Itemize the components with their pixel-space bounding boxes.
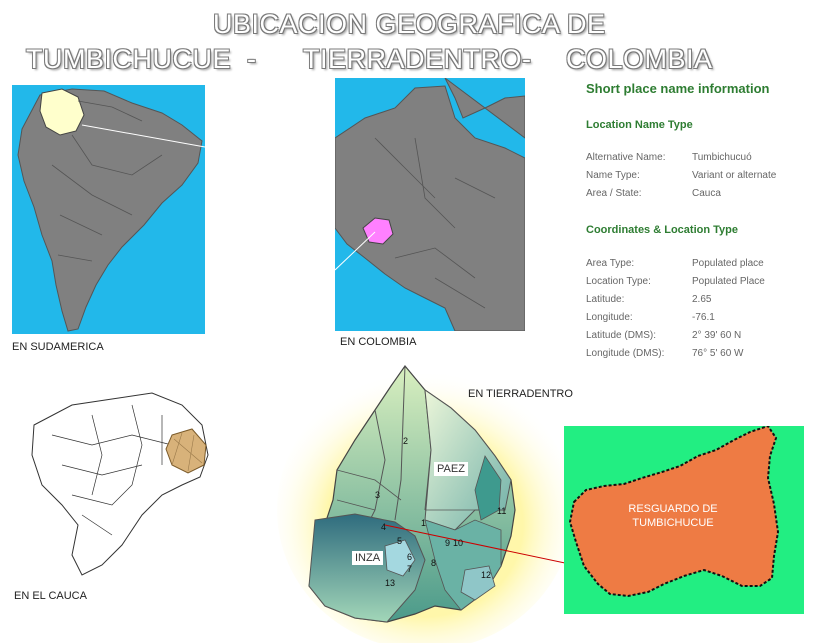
info-value: Variant or alternate — [692, 170, 777, 181]
resguardo-label-line2: TUMBICHUCUE — [632, 517, 714, 529]
title-tierradentro: TIERRADENTRO — [303, 44, 523, 74]
info-value: Tumbichucuó — [692, 152, 752, 163]
info-row-alt-name: Alternative Name: Tumbichucuó — [586, 152, 752, 163]
resguardo-label-line1: RESGUARDO DE — [628, 503, 718, 515]
zone-number: 2 — [403, 436, 408, 446]
cauca-map — [12, 385, 222, 585]
info-value: 76° 5' 60 W — [692, 348, 744, 359]
zone-number: 7 — [407, 564, 412, 574]
info-row-area-state: Area / State: Cauca — [586, 188, 721, 199]
inza-zone — [308, 513, 426, 623]
pointer-line — [384, 524, 565, 564]
info-key: Name Type: — [586, 170, 640, 181]
info-section-name-type: Location Name Type — [586, 119, 693, 131]
info-value: Populated place — [692, 258, 764, 269]
zone-number: 3 — [375, 490, 380, 500]
zone-number: 6 — [407, 552, 412, 562]
colombia-highlight — [39, 88, 85, 136]
paez-label: PAEZ — [434, 462, 468, 476]
caption-cauca: EN EL CAUCA — [14, 590, 87, 602]
info-row-latitude: Latitude: 2.65 — [586, 294, 711, 305]
info-row-area-type: Area Type: Populated place — [586, 258, 764, 269]
title-colombia: COLOMBIA — [566, 44, 713, 74]
resguardo-map — [564, 426, 804, 614]
info-key: Latitude (DMS): — [586, 330, 657, 341]
info-key: Area / State: — [586, 188, 642, 199]
info-key: Longitude: — [586, 312, 633, 323]
zone-number: 10 — [453, 538, 463, 548]
info-row-location-type: Location Type: Populated Place — [586, 276, 765, 287]
inza-label: INZA — [352, 551, 384, 565]
info-key: Area Type: — [586, 258, 635, 269]
caption-tierradentro: EN TIERRADENTRO — [468, 388, 573, 400]
info-header: Short place name information — [586, 81, 770, 96]
info-value: Populated Place — [692, 276, 765, 287]
title-line-1: UBICACION GEOGRAFICA DE — [213, 9, 606, 39]
resguardo-label: RESGUARDO DE TUMBICHUCUE — [598, 502, 748, 530]
resguardo-shape — [568, 426, 780, 598]
info-row-lon-dms: Longitude (DMS): 76° 5' 60 W — [586, 348, 744, 359]
info-row-lat-dms: Latitude (DMS): 2° 39' 60 N — [586, 330, 741, 341]
zone-number: 11 — [497, 506, 506, 516]
info-value: -76.1 — [692, 312, 715, 323]
zone-number: 4 — [381, 522, 386, 532]
cauca-outline — [31, 392, 209, 576]
zone-number: 9 — [445, 538, 450, 548]
zone-number: 1 — [421, 518, 426, 528]
tierradentro-map: 1 2 3 4 5 6 7 8 9 10 11 12 13 — [275, 360, 565, 643]
title-separator-1: - — [247, 44, 257, 74]
colombia-landmass — [335, 85, 525, 331]
info-value: 2.65 — [692, 294, 712, 305]
info-key: Location Type: — [586, 276, 651, 287]
info-value: 2° 39' 60 N — [692, 330, 742, 341]
zone-number: 13 — [385, 578, 395, 588]
zone-number: 5 — [397, 536, 402, 546]
info-key: Latitude: — [586, 294, 625, 305]
caption-colombia: EN COLOMBIA — [340, 336, 417, 348]
caption-sudamerica: EN SUDAMERICA — [12, 341, 104, 353]
zone-number: 12 — [481, 570, 491, 580]
info-section-coordinates: Coordinates & Location Type — [586, 224, 738, 236]
tierradentro-highlight — [165, 428, 207, 474]
title-tumbichucue: TUMBICHUCUE — [26, 44, 231, 74]
info-row-name-type: Name Type: Variant or alternate — [586, 170, 776, 181]
cauca-highlight — [362, 217, 394, 245]
title-separator-2: - — [522, 44, 532, 74]
info-value: Cauca — [692, 188, 721, 199]
zone-number: 8 — [431, 558, 436, 568]
south-america-landmass — [17, 88, 203, 332]
south-america-map — [12, 85, 205, 334]
info-key: Alternative Name: — [586, 152, 666, 163]
info-key: Longitude (DMS): — [586, 348, 665, 359]
colombia-map — [335, 78, 525, 331]
info-row-longitude: Longitude: -76.1 — [586, 312, 715, 323]
